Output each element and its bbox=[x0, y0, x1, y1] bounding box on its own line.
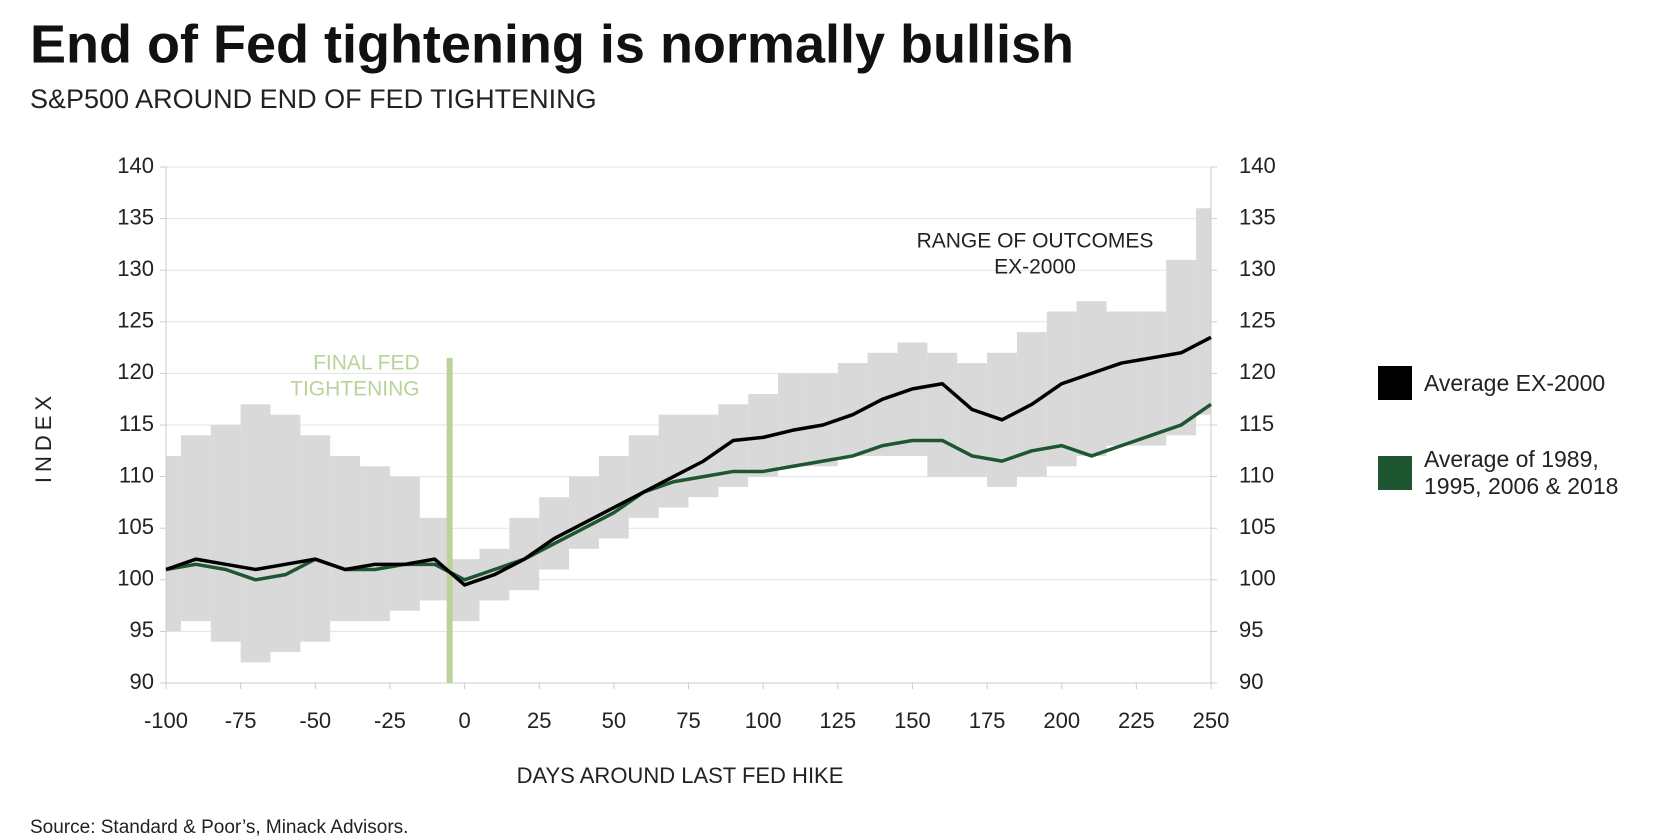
y-tick-label: 130 bbox=[117, 256, 154, 281]
range-bar bbox=[270, 414, 301, 653]
x-tick-label: -25 bbox=[374, 708, 406, 733]
range-bar bbox=[628, 435, 659, 518]
y2-tick-label: 100 bbox=[1239, 566, 1276, 591]
y2-tick-label: 130 bbox=[1239, 256, 1276, 281]
x-tick-label: 225 bbox=[1118, 708, 1155, 733]
x-tick-label: 175 bbox=[969, 708, 1006, 733]
x-axis-title: DAYS AROUND LAST FED HIKE bbox=[517, 763, 844, 788]
x-tick-label: 200 bbox=[1043, 708, 1080, 733]
range-bar bbox=[927, 352, 958, 477]
y-axis-title: INDEX bbox=[31, 391, 56, 483]
y2-tick-label: 105 bbox=[1239, 514, 1276, 539]
x-tick-label: 150 bbox=[894, 708, 931, 733]
range-bar bbox=[449, 559, 480, 622]
band-label: RANGE OF OUTCOMES bbox=[917, 230, 1154, 253]
x-tick-label: 75 bbox=[676, 708, 700, 733]
range-bar bbox=[180, 435, 211, 622]
y-tick-label: 120 bbox=[117, 359, 154, 384]
y-tick-label: 135 bbox=[117, 204, 154, 229]
x-tick-label: 250 bbox=[1193, 708, 1230, 733]
range-bar bbox=[658, 414, 689, 508]
y2-tick-label: 125 bbox=[1239, 308, 1276, 333]
x-tick-label: -50 bbox=[299, 708, 331, 733]
chart-title: End of Fed tightening is normally bullis… bbox=[30, 14, 1074, 74]
range-bar bbox=[330, 455, 361, 622]
y2-tick-label: 120 bbox=[1239, 359, 1276, 384]
y-tick-label: 100 bbox=[117, 566, 154, 591]
y2-tick-label: 90 bbox=[1239, 669, 1263, 694]
series-line bbox=[165, 335, 1212, 587]
legend-item: Average EX-2000 bbox=[1378, 366, 1654, 400]
band-label: EX-2000 bbox=[994, 256, 1076, 279]
x-tick-label: 100 bbox=[745, 708, 782, 733]
range-bar bbox=[389, 476, 420, 611]
marker-label: FINAL FED bbox=[313, 352, 420, 375]
y2-tick-label: 135 bbox=[1239, 204, 1276, 229]
range-bar bbox=[897, 342, 928, 456]
y-tick-label: 105 bbox=[117, 514, 154, 539]
y2-tick-label: 140 bbox=[1239, 153, 1276, 178]
y-tick-label: 115 bbox=[119, 411, 154, 436]
x-tick-label: -75 bbox=[225, 708, 257, 733]
x-tick-label: 50 bbox=[602, 708, 626, 733]
y-tick-label: 110 bbox=[119, 462, 154, 487]
range-bar bbox=[1136, 311, 1167, 446]
y-tick-label: 125 bbox=[117, 308, 154, 333]
range-bar bbox=[1196, 208, 1211, 415]
y-tick-label: 140 bbox=[117, 153, 154, 178]
y2-tick-label: 110 bbox=[1239, 462, 1274, 487]
y2-tick-label: 95 bbox=[1239, 617, 1263, 642]
chart-subtitle: S&P500 AROUND END OF FED TIGHTENING bbox=[30, 84, 597, 114]
legend-item: Average of 1989, 1995, 2006 & 2018 bbox=[1378, 446, 1654, 500]
range-bar bbox=[598, 455, 629, 539]
x-tick-label: 125 bbox=[819, 708, 856, 733]
y2-tick-label: 115 bbox=[1239, 411, 1274, 436]
range-bar bbox=[778, 373, 808, 467]
range-bar bbox=[569, 476, 599, 549]
range-bar bbox=[300, 435, 331, 642]
legend-label: Average EX-2000 bbox=[1424, 369, 1606, 396]
x-tick-label: -100 bbox=[144, 708, 188, 733]
x-tick-label: 0 bbox=[458, 708, 470, 733]
source: Source: Standard & Poor’s, Minack Adviso… bbox=[30, 817, 408, 838]
legend-swatch bbox=[1378, 366, 1412, 400]
range-bar bbox=[360, 466, 390, 622]
range-bar bbox=[240, 404, 271, 663]
range-bar bbox=[957, 363, 988, 477]
marker-line bbox=[446, 357, 453, 683]
y-tick-label: 95 bbox=[130, 617, 154, 642]
range-bar bbox=[166, 455, 181, 632]
legend-label: Average of 1989, 1995, 2006 & 2018 bbox=[1424, 446, 1619, 499]
range-bar bbox=[210, 425, 241, 642]
x-tick-label: 25 bbox=[527, 708, 551, 733]
marker-label: TIGHTENING bbox=[290, 378, 420, 401]
legend-swatch bbox=[1378, 456, 1412, 490]
range-bar bbox=[1106, 311, 1137, 446]
y-tick-label: 90 bbox=[130, 669, 154, 694]
